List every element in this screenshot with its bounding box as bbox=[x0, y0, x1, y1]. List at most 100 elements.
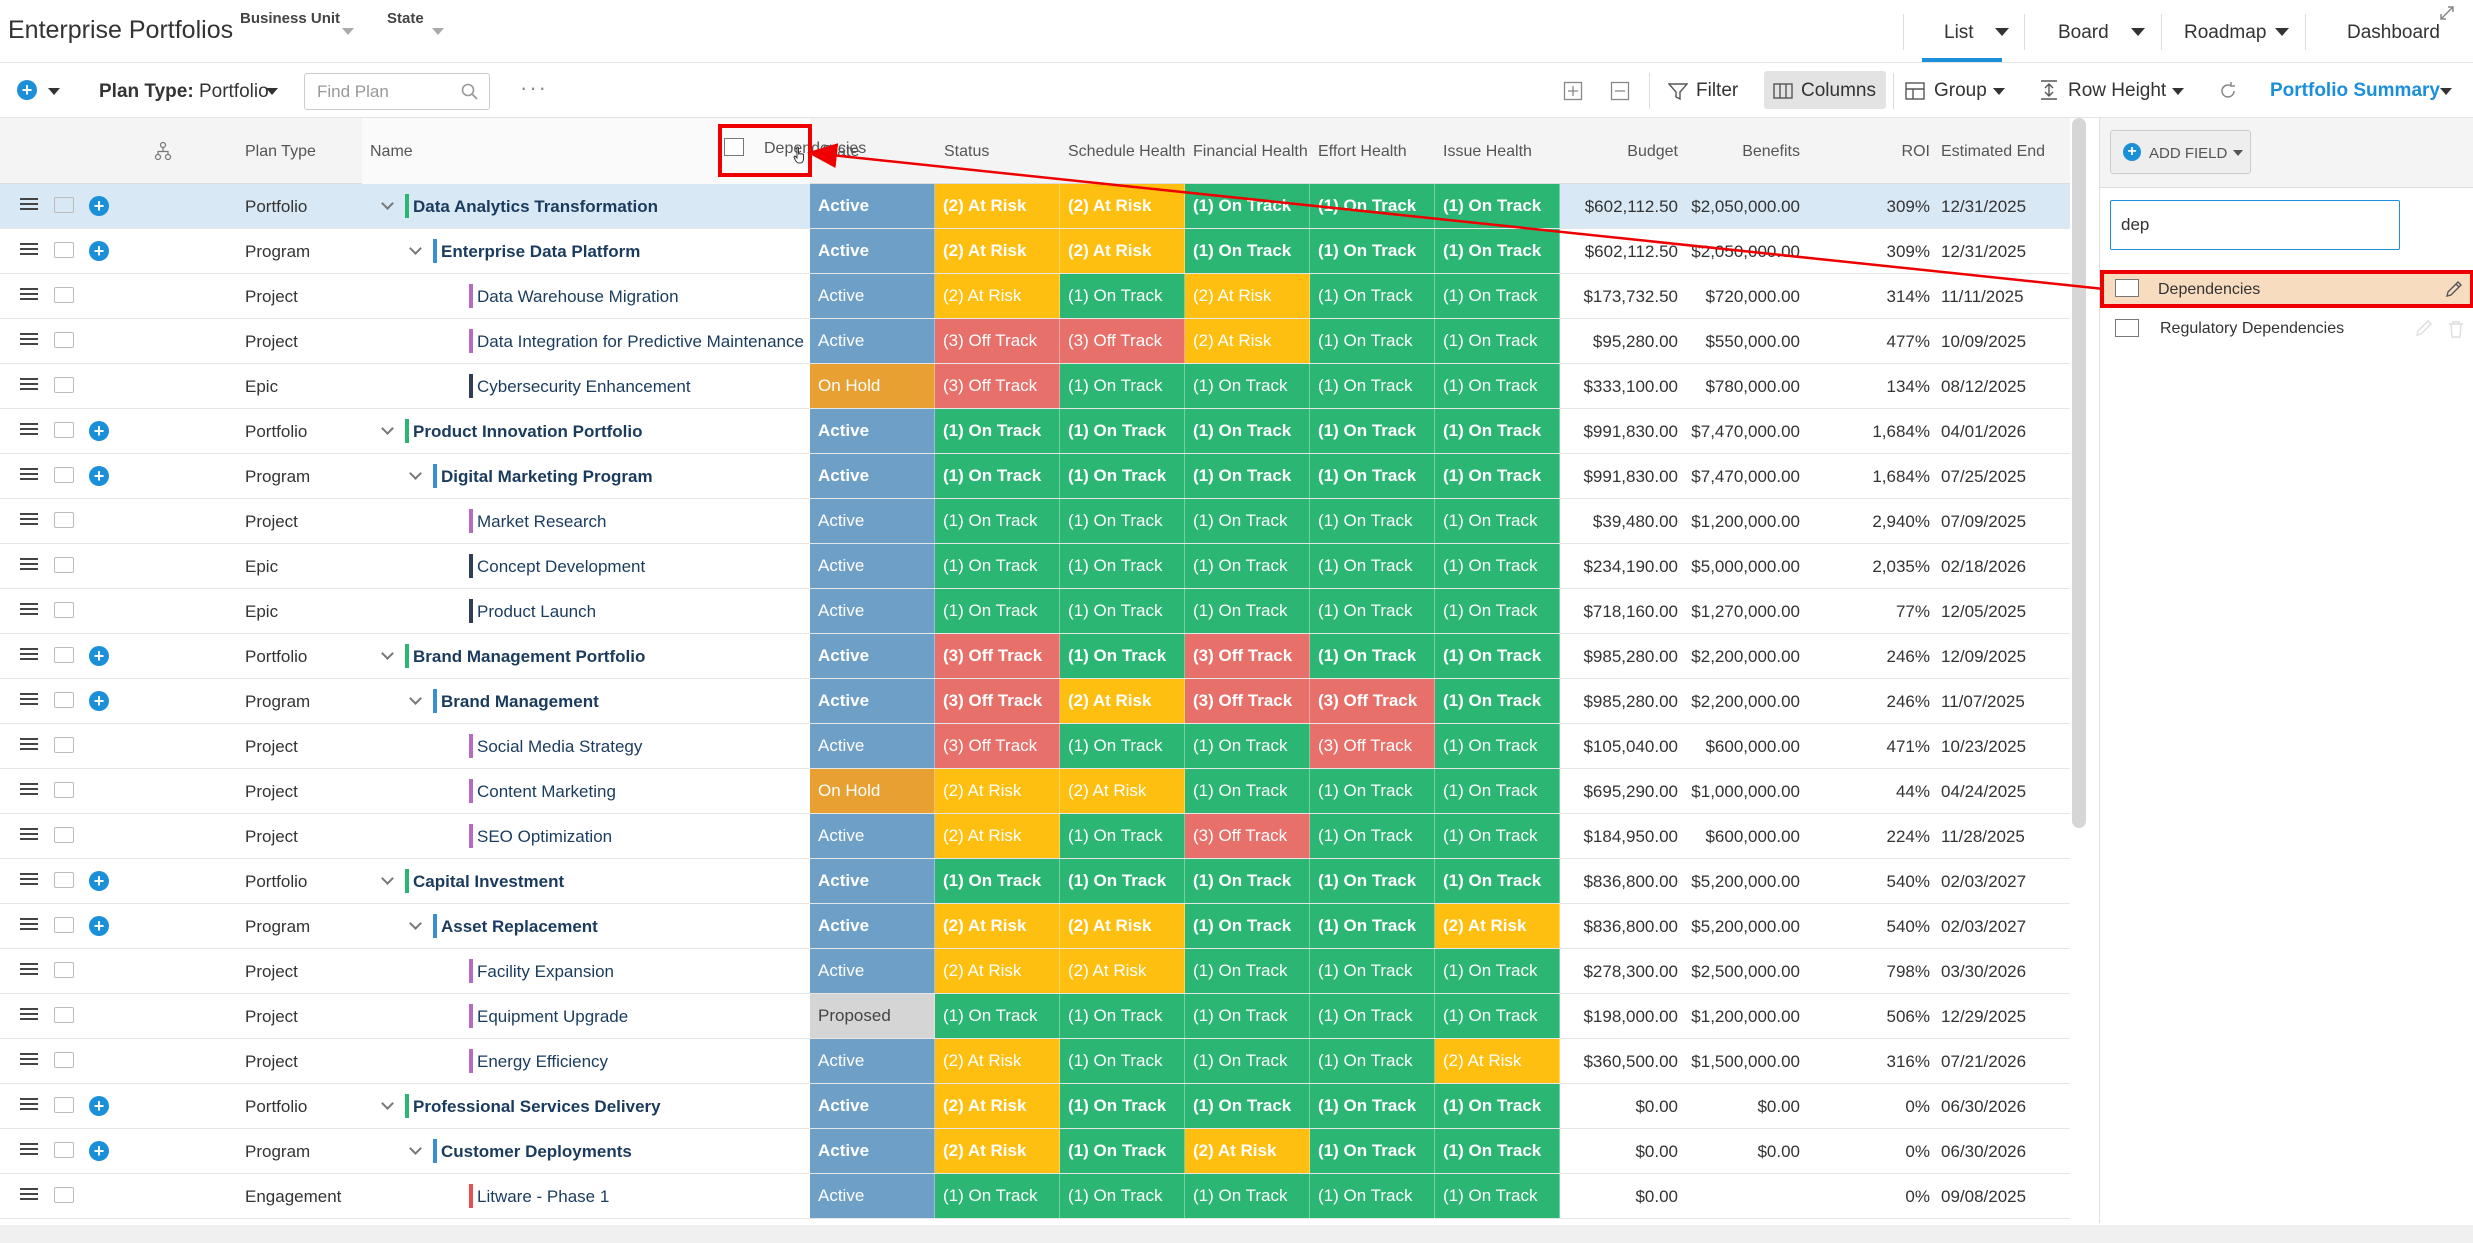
trash-icon[interactable] bbox=[2448, 320, 2464, 338]
comment-icon[interactable] bbox=[54, 692, 74, 708]
schedule-cell[interactable]: (1) On Track bbox=[1060, 544, 1185, 588]
schedule-cell[interactable]: (1) On Track bbox=[1060, 1084, 1185, 1128]
comment-icon[interactable] bbox=[54, 782, 74, 798]
schedule-cell[interactable]: (2) At Risk bbox=[1060, 949, 1185, 993]
row-menu-icon[interactable] bbox=[20, 738, 38, 754]
add-child-button[interactable]: + bbox=[89, 646, 109, 666]
effort-cell[interactable]: (1) On Track bbox=[1310, 859, 1435, 903]
table-row[interactable]: + Portfolio Data Analytics Transformation A… bbox=[0, 184, 2070, 229]
effort-cell[interactable]: (1) On Track bbox=[1310, 499, 1435, 543]
status-cell[interactable]: (3) Off Track bbox=[935, 364, 1060, 408]
vertical-scrollbar[interactable] bbox=[2072, 118, 2086, 828]
financial-cell[interactable]: (1) On Track bbox=[1185, 994, 1310, 1038]
plan-name-link[interactable]: Cybersecurity Enhancement bbox=[477, 377, 691, 396]
columns-button-bg[interactable] bbox=[1764, 71, 1886, 109]
row-menu-icon[interactable] bbox=[20, 918, 38, 934]
add-child-button[interactable]: + bbox=[89, 871, 109, 891]
pencil-icon[interactable] bbox=[2444, 279, 2464, 299]
add-child-button[interactable]: + bbox=[89, 466, 109, 486]
state-cell[interactable]: Active bbox=[810, 589, 935, 633]
row-menu-icon[interactable] bbox=[20, 468, 38, 484]
comment-icon[interactable] bbox=[54, 1097, 74, 1113]
row-menu-icon[interactable] bbox=[20, 873, 38, 889]
nav-tab-board[interactable]: Board bbox=[2058, 22, 2109, 43]
row-menu-icon[interactable] bbox=[20, 288, 38, 304]
financial-cell[interactable]: (3) Off Track bbox=[1185, 634, 1310, 678]
header-status[interactable]: Status bbox=[944, 143, 990, 160]
plan-name-link[interactable]: Data Analytics Transformation bbox=[413, 197, 658, 216]
issue-cell[interactable]: (1) On Track bbox=[1435, 409, 1560, 453]
row-menu-icon[interactable] bbox=[20, 963, 38, 979]
state-cell[interactable]: Active bbox=[810, 184, 935, 228]
add-child-button[interactable]: + bbox=[89, 916, 109, 936]
schedule-cell[interactable]: (1) On Track bbox=[1060, 994, 1185, 1038]
effort-cell[interactable]: (1) On Track bbox=[1310, 1129, 1435, 1173]
add-child-button[interactable]: + bbox=[89, 1096, 109, 1116]
group-button[interactable]: Group bbox=[1934, 80, 1987, 101]
row-menu-icon[interactable] bbox=[20, 1053, 38, 1069]
comment-icon[interactable] bbox=[54, 557, 74, 573]
effort-cell[interactable]: (1) On Track bbox=[1310, 769, 1435, 813]
filter-button[interactable]: Filter bbox=[1696, 80, 1739, 101]
state-cell[interactable]: Active bbox=[810, 499, 935, 543]
issue-cell[interactable]: (2) At Risk bbox=[1435, 904, 1560, 948]
row-menu-icon[interactable] bbox=[20, 828, 38, 844]
financial-cell[interactable]: (3) Off Track bbox=[1185, 679, 1310, 723]
row-menu-icon[interactable] bbox=[20, 648, 38, 664]
header-benefits[interactable]: Benefits bbox=[1742, 143, 1800, 160]
table-row[interactable]: Project Energy Efficiency Active (2) At Ris… bbox=[0, 1039, 2070, 1084]
comment-icon[interactable] bbox=[54, 422, 74, 438]
issue-cell[interactable]: (1) On Track bbox=[1435, 184, 1560, 228]
issue-cell[interactable]: (1) On Track bbox=[1435, 949, 1560, 993]
schedule-cell[interactable]: (1) On Track bbox=[1060, 724, 1185, 768]
issue-cell[interactable]: (1) On Track bbox=[1435, 1129, 1560, 1173]
search-icon[interactable] bbox=[461, 83, 479, 101]
plan-name-link[interactable]: Data Warehouse Migration bbox=[477, 287, 679, 306]
plan-name-link[interactable]: Content Marketing bbox=[477, 782, 616, 801]
status-cell[interactable]: (2) At Risk bbox=[935, 274, 1060, 318]
row-menu-icon[interactable] bbox=[20, 243, 38, 259]
schedule-cell[interactable]: (2) At Risk bbox=[1060, 184, 1185, 228]
comment-icon[interactable] bbox=[54, 872, 74, 888]
table-row[interactable]: Project Social Media Strategy Active (3) Of… bbox=[0, 724, 2070, 769]
table-row[interactable]: + Portfolio Product Innovation Portfolio Ac… bbox=[0, 409, 2070, 454]
schedule-cell[interactable]: (1) On Track bbox=[1060, 859, 1185, 903]
comment-icon[interactable] bbox=[54, 377, 74, 393]
schedule-cell[interactable]: (2) At Risk bbox=[1060, 679, 1185, 723]
plan-name-link[interactable]: Digital Marketing Program bbox=[441, 467, 653, 486]
comment-icon[interactable] bbox=[54, 512, 74, 528]
table-row[interactable]: + Program Brand Management Active (3) Off Tr… bbox=[0, 679, 2070, 724]
table-row[interactable]: + Program Customer Deployments Active (2) At… bbox=[0, 1129, 2070, 1174]
financial-cell[interactable]: (2) At Risk bbox=[1185, 319, 1310, 363]
chevron-down-icon[interactable] bbox=[409, 692, 422, 705]
issue-cell[interactable]: (2) At Risk bbox=[1435, 1039, 1560, 1083]
columns-icon[interactable] bbox=[1773, 83, 1793, 99]
chevron-down-icon[interactable] bbox=[409, 467, 422, 480]
columns-button[interactable]: Columns bbox=[1801, 80, 1876, 101]
header-budget[interactable]: Budget bbox=[1627, 143, 1678, 160]
add-field-button[interactable]: + ADD FIELD bbox=[2110, 130, 2251, 174]
more-options-icon[interactable]: ··· bbox=[520, 75, 548, 100]
add-child-button[interactable]: + bbox=[89, 691, 109, 711]
header-roi[interactable]: ROI bbox=[1901, 143, 1930, 160]
row-menu-icon[interactable] bbox=[20, 198, 38, 214]
table-row[interactable]: Project Market Research Active (1) On Track… bbox=[0, 499, 2070, 544]
financial-cell[interactable]: (1) On Track bbox=[1185, 1084, 1310, 1128]
add-child-button[interactable]: + bbox=[89, 196, 109, 216]
financial-cell[interactable]: (1) On Track bbox=[1185, 589, 1310, 633]
row-menu-icon[interactable] bbox=[20, 1008, 38, 1024]
portfolio-summary-button[interactable]: Portfolio Summary bbox=[2270, 80, 2440, 101]
add-child-button[interactable]: + bbox=[89, 241, 109, 261]
comment-icon[interactable] bbox=[54, 1007, 74, 1023]
state-cell[interactable]: Active bbox=[810, 1039, 935, 1083]
plan-name-link[interactable]: Market Research bbox=[477, 512, 607, 531]
row-menu-icon[interactable] bbox=[20, 513, 38, 529]
financial-cell[interactable]: (1) On Track bbox=[1185, 769, 1310, 813]
expand-all-icon[interactable] bbox=[1563, 81, 1583, 101]
plan-name-link[interactable]: Asset Replacement bbox=[441, 917, 598, 936]
state-cell[interactable]: Active bbox=[810, 634, 935, 678]
row-menu-icon[interactable] bbox=[20, 1143, 38, 1159]
horizontal-scrollbar[interactable] bbox=[0, 1225, 2473, 1243]
schedule-cell[interactable]: (1) On Track bbox=[1060, 589, 1185, 633]
status-cell[interactable]: (1) On Track bbox=[935, 409, 1060, 453]
